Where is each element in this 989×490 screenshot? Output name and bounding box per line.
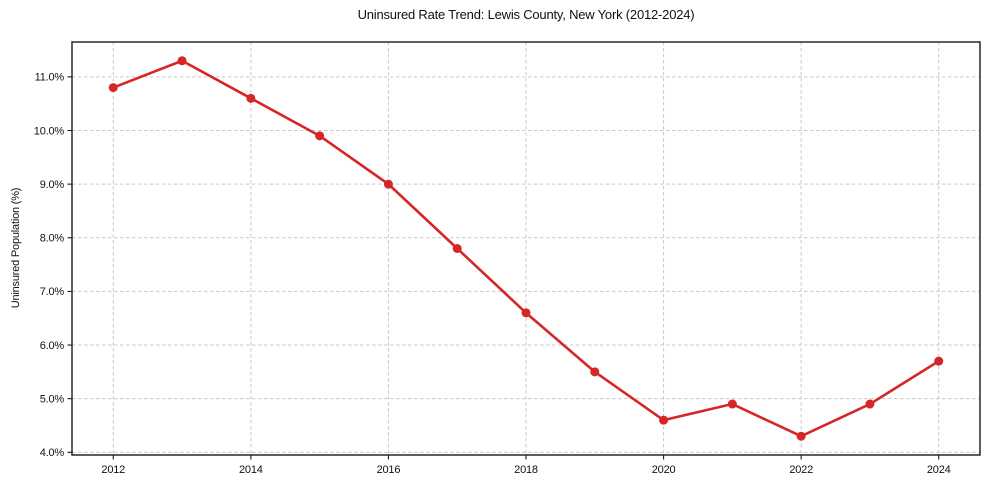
y-tick-label: 10.0% xyxy=(34,125,65,137)
y-tick-label: 7.0% xyxy=(40,286,65,298)
x-tick-label: 2012 xyxy=(101,464,125,476)
y-tick-label: 9.0% xyxy=(40,179,65,191)
data-point xyxy=(521,308,531,318)
y-tick-label: 4.0% xyxy=(40,447,65,459)
data-point xyxy=(796,431,806,441)
data-point xyxy=(590,367,600,377)
data-point xyxy=(383,179,393,189)
data-point xyxy=(246,93,256,103)
data-point xyxy=(452,244,462,253)
data-point xyxy=(177,56,187,66)
x-tick-label: 2014 xyxy=(239,464,263,476)
y-tick-label: 8.0% xyxy=(40,233,65,245)
data-point xyxy=(865,399,875,409)
data-point xyxy=(315,131,325,141)
x-tick-label: 2018 xyxy=(514,464,538,476)
x-tick-label: 2022 xyxy=(789,464,813,476)
chart-title: Uninsured Rate Trend: Lewis County, New … xyxy=(357,7,695,22)
data-point xyxy=(727,399,737,409)
y-tick-label: 11.0% xyxy=(35,72,65,84)
y-tick-label: 6.0% xyxy=(40,340,65,352)
x-tick-label: 2024 xyxy=(927,464,951,476)
data-point xyxy=(659,415,669,425)
y-tick-label: 5.0% xyxy=(40,393,65,405)
x-tick-label: 2016 xyxy=(377,464,401,476)
data-point xyxy=(934,356,944,366)
data-point xyxy=(108,83,118,93)
x-tick-label: 2020 xyxy=(652,464,676,476)
